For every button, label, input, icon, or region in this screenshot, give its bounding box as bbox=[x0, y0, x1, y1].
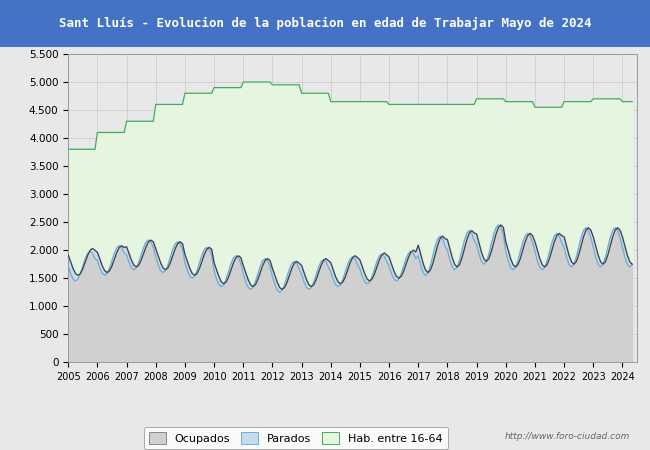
Text: http://www.foro-ciudad.com: http://www.foro-ciudad.com bbox=[505, 432, 630, 441]
Legend: Ocupados, Parados, Hab. entre 16-64: Ocupados, Parados, Hab. entre 16-64 bbox=[144, 427, 448, 449]
Text: Sant Lluís - Evolucion de la poblacion en edad de Trabajar Mayo de 2024: Sant Lluís - Evolucion de la poblacion e… bbox=[58, 17, 592, 30]
